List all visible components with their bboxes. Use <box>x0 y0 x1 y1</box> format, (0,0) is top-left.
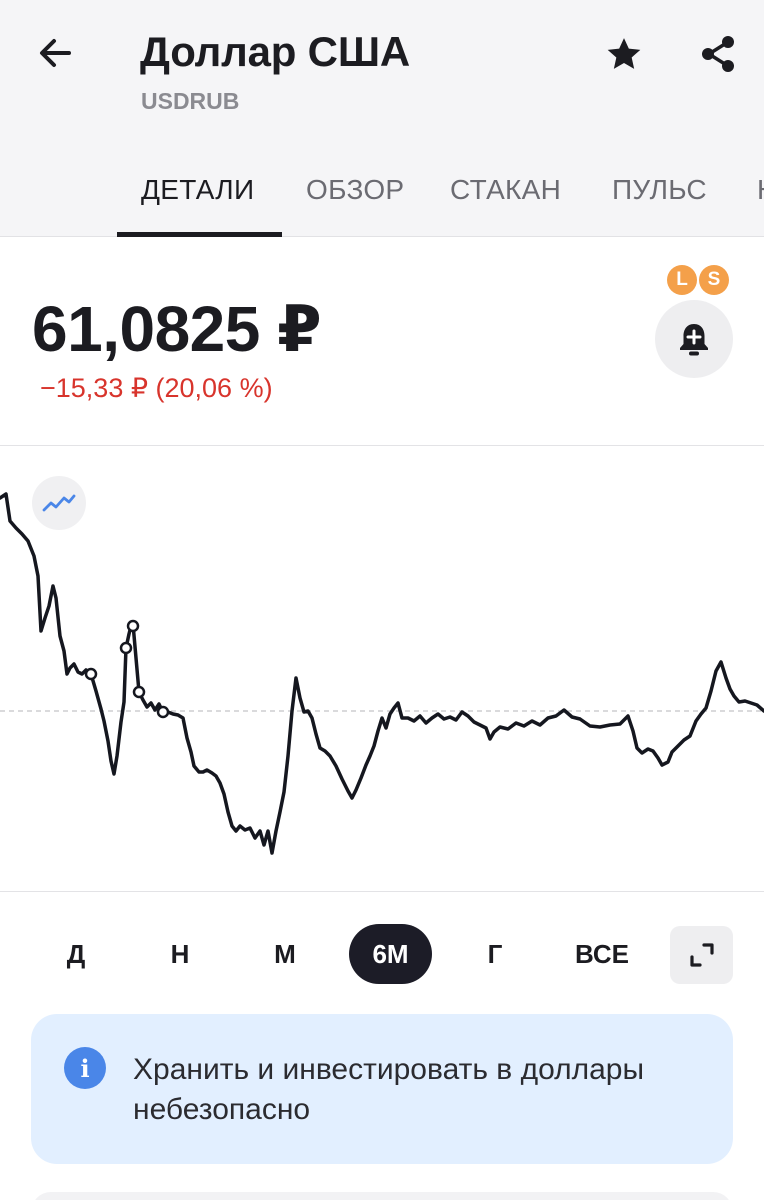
period-year[interactable]: Г <box>487 938 503 969</box>
fullscreen-button[interactable] <box>670 926 733 984</box>
line-chart-icon <box>42 494 76 512</box>
tab-pulse[interactable]: ПУЛЬС <box>612 174 707 205</box>
info-icon: i <box>64 1047 106 1089</box>
chart-type-button[interactable] <box>32 476 86 530</box>
star-icon <box>607 38 641 69</box>
event-marker[interactable] <box>119 641 133 655</box>
price-chart[interactable] <box>0 446 764 892</box>
app-header: Доллар США USDRUB ДЕТАЛИ ОБЗОР СТАКАН ПУ… <box>0 0 764 237</box>
period-all[interactable]: ВСЕ <box>575 938 629 969</box>
price-chart-svg <box>0 492 764 855</box>
instrument-title: Доллар США <box>140 28 410 75</box>
tab-order-book[interactable]: СТАКАН <box>450 174 562 205</box>
info-banner[interactable]: i Хранить и инвестировать в доллары небе… <box>31 1014 733 1164</box>
period-selector: Д Н М 6М Г ВСЕ <box>0 924 764 986</box>
price-change: −15,33 ₽ (20,06 %) <box>40 373 273 403</box>
tab-more[interactable]: Н <box>757 174 764 206</box>
next-card <box>31 1192 733 1200</box>
badge-short: S <box>699 265 729 295</box>
favorite-button[interactable] <box>598 28 650 80</box>
expand-icon <box>689 943 714 967</box>
period-week[interactable]: Н <box>170 938 190 969</box>
instrument-ticker: USDRUB <box>141 88 240 114</box>
back-button[interactable] <box>30 30 80 76</box>
tab-bar: ДЕТАЛИ ОБЗОР СТАКАН ПУЛЬС Н <box>0 160 764 237</box>
arrow-left-icon <box>40 39 71 67</box>
event-marker[interactable] <box>126 619 140 633</box>
bell-plus-icon <box>680 324 708 356</box>
price-series-line <box>0 492 764 855</box>
period-six-months[interactable]: 6М <box>349 924 432 984</box>
share-icon <box>702 36 734 72</box>
info-banner-text: Хранить и инвестировать в доллары небезо… <box>133 1053 645 1126</box>
tab-details[interactable]: ДЕТАЛИ <box>141 174 255 205</box>
tab-overview[interactable]: ОБЗОР <box>306 174 405 205</box>
divider-bottom <box>0 891 764 892</box>
active-tab-indicator <box>117 232 282 237</box>
current-price: 61,0825 ₽ <box>32 293 322 365</box>
share-button[interactable] <box>692 28 744 80</box>
event-marker[interactable] <box>84 667 98 681</box>
period-month[interactable]: М <box>274 938 296 969</box>
divider-top <box>0 445 764 446</box>
event-markers <box>84 619 170 719</box>
event-marker[interactable] <box>132 685 146 699</box>
badge-long: L <box>667 265 697 295</box>
price-alert-button[interactable] <box>655 300 733 378</box>
period-day[interactable]: Д <box>66 938 86 969</box>
event-marker[interactable] <box>156 705 170 719</box>
